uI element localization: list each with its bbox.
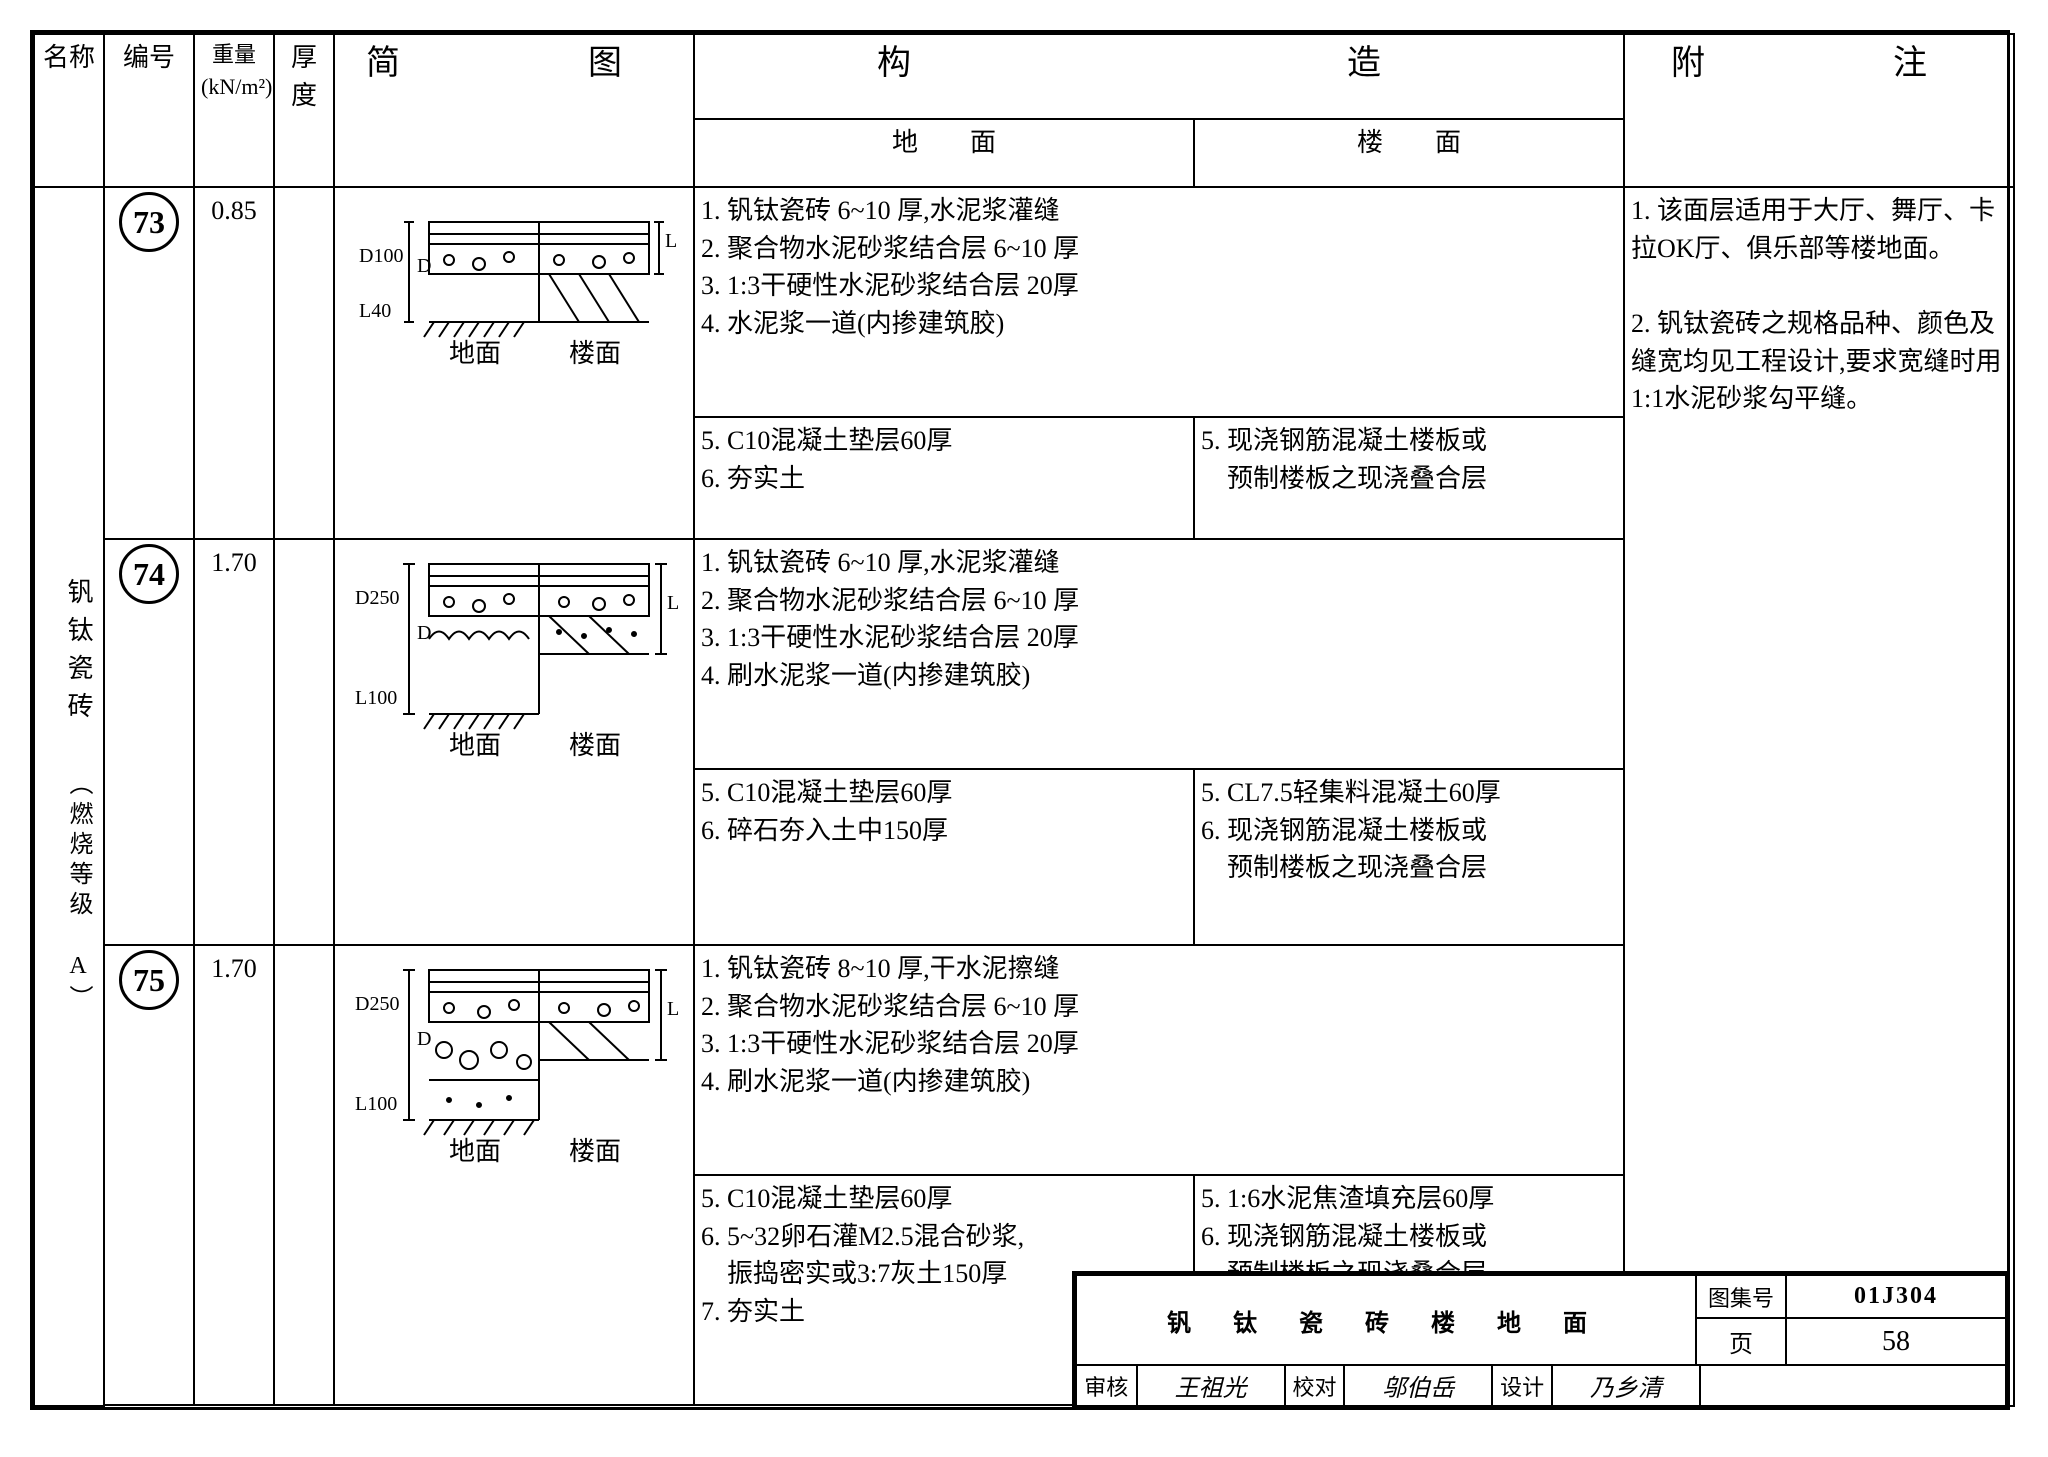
row73-diagram: D100 L40 D L 地面 楼面	[334, 187, 694, 539]
row74-ground: 5. C10混凝土垫层60厚 6. 碎石夯入土中150厚	[694, 769, 1194, 945]
hdr-thick: 厚度	[274, 34, 334, 187]
hdr-ground: 地 面	[694, 119, 1194, 187]
row73-common: 1. 钒钛瓷砖 6~10 厚,水泥浆灌缝 2. 聚合物水泥砂浆结合层 6~10 …	[694, 187, 1624, 417]
svg-text:D: D	[417, 1028, 431, 1050]
drawing-sheet: 名称 编号 重量(kN/m²) 厚度 简 图 构 造 附 注 地 面 楼 面 钒…	[30, 30, 2010, 1410]
hdr-weight: 重量(kN/m²)	[194, 34, 274, 187]
diagram-75-svg: D250 L100 D L 地面 楼面	[349, 950, 679, 1170]
svg-text:地面: 地面	[449, 731, 501, 760]
sheet-title: 钒 钛 瓷 砖 楼 地 面	[1076, 1275, 1696, 1365]
sheet-code: 01J304	[1786, 1275, 2006, 1318]
title-vertical: 钒钛瓷砖 （燃烧等级 A）	[34, 187, 104, 1406]
row74-thick	[274, 539, 334, 945]
row75-num: 75	[104, 945, 194, 1405]
diagram-74-svg: D250 L100 D L 地面 楼面	[349, 544, 679, 764]
hdr-notes: 附 注	[1624, 34, 2014, 187]
hdr-diagram: 简 图	[334, 34, 694, 187]
title-vertical-sub: （燃烧等级 A）	[65, 771, 91, 1015]
hdr-name: 名称	[34, 34, 104, 187]
svg-text:L100: L100	[355, 1093, 397, 1115]
svg-text:D: D	[417, 255, 431, 277]
svg-text:L40: L40	[359, 300, 391, 322]
row75-diagram: D250 L100 D L 地面 楼面	[334, 945, 694, 1405]
svg-text:L: L	[667, 998, 679, 1020]
svg-text:楼面: 楼面	[569, 1137, 621, 1166]
row75-thick	[274, 945, 334, 1405]
svg-text:地面: 地面	[449, 339, 501, 368]
title-block: 钒 钛 瓷 砖 楼 地 面 图集号 01J304 页 58 审核 王祖光 校对 …	[1072, 1271, 2007, 1407]
svg-text:L: L	[665, 230, 677, 252]
row74-diagram: D250 L100 D L 地面 楼面	[334, 539, 694, 945]
main-table: 名称 编号 重量(kN/m²) 厚度 简 图 构 造 附 注 地 面 楼 面 钒…	[33, 33, 2015, 1407]
page: 58	[1786, 1318, 2006, 1365]
hdr-struct: 构 造	[694, 34, 1624, 119]
diagram-73-svg: D100 L40 D L 地面 楼面	[349, 192, 679, 372]
row73-ground: 5. C10混凝土垫层60厚 6. 夯实土	[694, 417, 1194, 539]
row74-weight: 1.70	[194, 539, 274, 945]
circled-75: 75	[119, 950, 179, 1010]
row73-weight: 0.85	[194, 187, 274, 539]
jiaodui-label: 校对	[1285, 1366, 1345, 1405]
circled-74: 74	[119, 544, 179, 604]
svg-text:L: L	[667, 592, 679, 614]
svg-text:L100: L100	[355, 687, 397, 709]
sheji-val: 乃乡清	[1552, 1366, 1700, 1405]
row75-weight: 1.70	[194, 945, 274, 1405]
svg-text:D250: D250	[355, 993, 399, 1015]
pagelabel: 页	[1696, 1318, 1786, 1365]
svg-text:D250: D250	[355, 587, 399, 609]
shenhe-val: 王祖光	[1137, 1366, 1285, 1405]
row75-common: 1. 钒钛瓷砖 8~10 厚,干水泥擦缝 2. 聚合物水泥砂浆结合层 6~10 …	[694, 945, 1624, 1175]
row73-floor: 5. 现浇钢筋混凝土楼板或 预制楼板之现浇叠合层	[1194, 417, 1624, 539]
title-vertical-main: 钒钛瓷砖	[64, 578, 93, 730]
svg-text:地面: 地面	[449, 1137, 501, 1166]
hdr-floor: 楼 面	[1194, 119, 1624, 187]
jiaodui-val: 邬伯岳	[1344, 1366, 1492, 1405]
hdr-code: 编号	[104, 34, 194, 187]
codelabel: 图集号	[1696, 1275, 1786, 1318]
row73-thick	[274, 187, 334, 539]
svg-text:D100: D100	[359, 245, 403, 267]
row74-common: 1. 钒钛瓷砖 6~10 厚,水泥浆灌缝 2. 聚合物水泥砂浆结合层 6~10 …	[694, 539, 1624, 769]
row74-num: 74	[104, 539, 194, 945]
svg-text:D: D	[417, 622, 431, 644]
notes: 1. 该面层适用于大厅、舞厅、卡拉OK厅、俱乐部等楼地面。 2. 钒钛瓷砖之规格…	[1624, 187, 2014, 1406]
svg-text:楼面: 楼面	[569, 339, 621, 368]
shenhe-label: 审核	[1077, 1366, 1137, 1405]
row73-num: 73	[104, 187, 194, 539]
svg-text:楼面: 楼面	[569, 731, 621, 760]
sheji-label: 设计	[1492, 1366, 1552, 1405]
row74-floor: 5. CL7.5轻集料混凝土60厚 6. 现浇钢筋混凝土楼板或 预制楼板之现浇叠…	[1194, 769, 1624, 945]
circled-73: 73	[119, 192, 179, 252]
